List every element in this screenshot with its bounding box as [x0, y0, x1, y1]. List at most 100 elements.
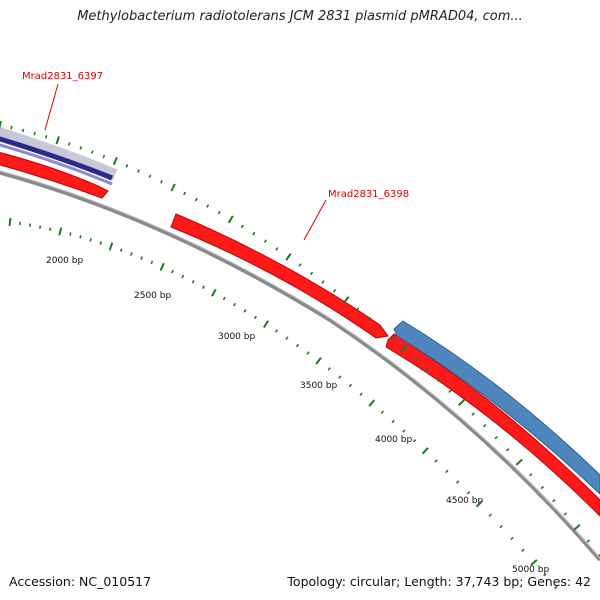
tick-minor [499, 525, 503, 529]
tick-minor [140, 256, 143, 260]
tick-minor [348, 383, 353, 388]
tick-minor [413, 357, 418, 361]
tick-minor [222, 296, 226, 301]
gene-forward-next[interactable] [385, 333, 600, 517]
tick-major [112, 157, 118, 166]
tick-minor [69, 232, 72, 236]
tick-minor [160, 179, 163, 184]
tick-minor [391, 419, 395, 424]
tick-minor [380, 410, 385, 414]
tick-minor [521, 548, 525, 553]
tick-major [0, 120, 2, 130]
tick-major [58, 227, 63, 236]
feature-band-inner [0, 136, 113, 181]
tick-minor [598, 553, 600, 557]
tick-minor [181, 274, 185, 279]
tick-minor [436, 378, 441, 382]
tick-minor [206, 204, 210, 208]
tick-minor [488, 513, 492, 517]
tick-minor [201, 285, 205, 289]
tick-minor [445, 469, 449, 474]
tick-major [573, 524, 581, 531]
tick-minor [367, 316, 371, 321]
tick-minor [67, 142, 71, 146]
tick-major [530, 559, 538, 566]
tick-minor [150, 260, 154, 265]
tick-minor [33, 131, 36, 136]
tick-minor [285, 336, 289, 340]
tick-minor [434, 459, 438, 463]
tick-major [515, 458, 523, 466]
tick-major [227, 215, 234, 224]
summary-text: Topology: circular; Length: 37,743 bp; G… [287, 574, 591, 589]
tick-major [421, 447, 429, 455]
tick-minor [171, 269, 174, 274]
tick-minor [233, 302, 237, 307]
tick-minor [448, 389, 452, 393]
tick-minor [243, 309, 247, 313]
tick-minor [309, 271, 314, 276]
tick-minor [298, 263, 302, 267]
tick-marks [0, 120, 600, 590]
tick-major [458, 398, 466, 407]
tick-minor [102, 154, 106, 159]
gene-label-6397[interactable]: Mrad2831_6397 [22, 71, 103, 82]
gene-label-6398[interactable]: Mrad2831_6398 [328, 189, 409, 200]
tick-minor [130, 252, 133, 256]
tick-minor [425, 367, 429, 372]
tick-minor [543, 573, 547, 577]
gene-reverse-blue[interactable] [393, 320, 600, 495]
tick-minor [253, 315, 258, 320]
tick-minor [44, 135, 48, 139]
tick-minor [455, 480, 460, 484]
tick-major [342, 296, 350, 304]
tick-minor [275, 247, 279, 251]
tick-label-2000: 2000 bp [46, 256, 83, 266]
tick-minor [505, 448, 510, 452]
tick-minor [466, 491, 471, 495]
tick-major [159, 262, 165, 271]
tick-minor [471, 412, 475, 416]
tick-minor [91, 150, 94, 154]
tick-label-2500: 2500 bp [134, 291, 171, 301]
gene-mrad2831-6398[interactable] [170, 213, 389, 339]
tick-major [475, 500, 483, 508]
tick-minor [263, 239, 267, 243]
tick-minor [333, 289, 337, 293]
tick-minor [359, 392, 363, 396]
tick-minor [10, 125, 13, 130]
tick-minor [89, 238, 92, 242]
tick-minor [321, 280, 325, 284]
tick-major [170, 183, 176, 192]
tick-minor [137, 169, 140, 173]
tick-major [285, 252, 292, 261]
map-title: Methylobacterium radiotolerans JCM 2831 … [77, 9, 523, 24]
tick-minor [125, 164, 129, 168]
tick-minor [402, 429, 406, 433]
sequence-backbone-highlight [0, 170, 600, 559]
tick-minor [412, 439, 417, 443]
tick-minor [482, 424, 487, 428]
tick-major [8, 217, 12, 227]
tick-minor [306, 351, 310, 355]
tick-minor [510, 536, 514, 541]
gene-label-leader-6398 [303, 199, 327, 241]
accession-text: Accession: NC_010517 [9, 574, 152, 589]
tick-major [368, 399, 376, 407]
tick-minor [274, 329, 279, 333]
tick-label-4500: 4500 bp [446, 496, 483, 506]
tick-minor [194, 197, 198, 202]
tick-minor [338, 375, 342, 379]
tick-minor [240, 224, 244, 229]
tick-minor [586, 539, 591, 543]
tick-minor [99, 241, 103, 245]
tick-major [108, 242, 114, 251]
tick-minor [494, 435, 498, 440]
tick-major [55, 136, 60, 145]
tick-minor [191, 279, 195, 284]
tick-label-3000: 3000 bp [218, 332, 255, 342]
gene-mrad2831-6397[interactable] [0, 150, 109, 199]
sequence-backbone [0, 170, 600, 562]
tick-label-4000: 4000 bp [375, 435, 412, 445]
